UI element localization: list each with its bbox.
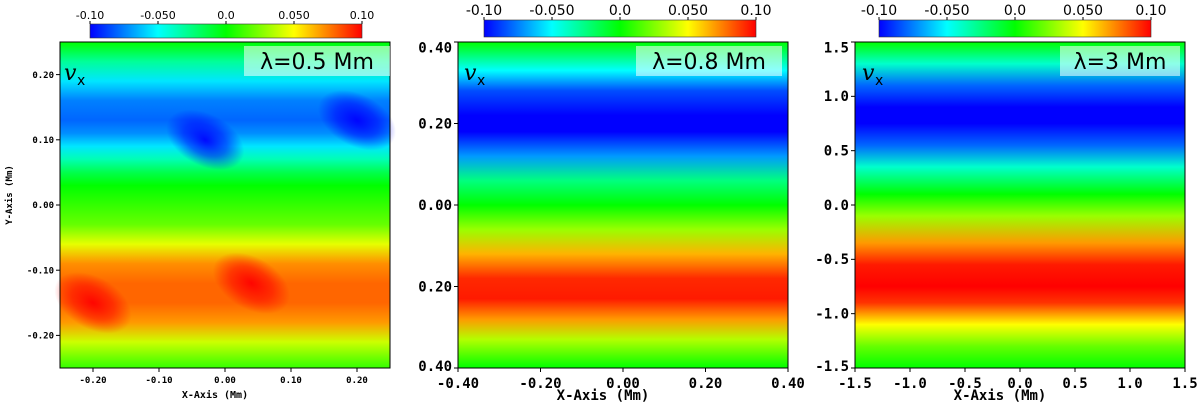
y-tick-label: -0.20	[27, 332, 54, 342]
colorbar-tick-label: 0.10	[350, 9, 375, 22]
colorbar-tick-label: -0.050	[140, 9, 175, 22]
x-tick-label: 0.10	[280, 376, 302, 386]
panel-2-field	[458, 42, 788, 368]
colorbar-tick-label: -0.050	[529, 3, 574, 19]
colorbar-tick-label: 0.050	[1063, 3, 1103, 19]
colorbar-tick-label: 0.050	[278, 9, 310, 22]
x-tick-label: -0.40	[437, 376, 479, 392]
colorbar-tick-label: 0.0	[1004, 3, 1026, 19]
y-tick-label: 1.5	[824, 41, 849, 57]
y-tick-label: 1.0	[824, 89, 849, 105]
variable-label: v	[862, 61, 875, 86]
y-tick-label: -1.5	[815, 359, 849, 375]
panel-1-blob	[166, 109, 245, 171]
x-tick-label: 0.5	[1062, 376, 1087, 392]
colorbar-tick-label: 0.050	[668, 3, 708, 19]
wavelength-annotation: λ=3 Mm	[1074, 50, 1167, 75]
colorbar-tick-label: 0.10	[740, 3, 771, 19]
y-tick-label: 0.40	[418, 359, 452, 375]
panel-3-field	[855, 42, 1185, 368]
x-tick-label: 0.00	[606, 376, 640, 392]
x-tick-label: -0.10	[145, 376, 172, 386]
y-tick-label: -0.5	[815, 252, 849, 268]
colorbar-1	[89, 23, 363, 39]
y-tick-label: 0.00	[418, 198, 452, 214]
y-tick-label: -1.0	[815, 307, 849, 323]
y-tick-label: 0.10	[32, 136, 54, 146]
y-tick-label: 0.20	[418, 279, 452, 295]
x-tick-label: -0.20	[519, 376, 561, 392]
panel-3: -1.5 -1.0 -0.5 0.0 0.5 1.0 1.5 1.5 1.0 0.5 0.0 -0.5…	[815, 3, 1197, 404]
variable-subscript: x	[477, 73, 485, 89]
colorbar-tick-label: 0.0	[217, 9, 235, 22]
x-tick-label: 0.20	[346, 376, 368, 386]
panel-1-blob	[54, 272, 132, 334]
y-tick-label: 0.5	[824, 144, 849, 160]
colorbar-tick-label: 0.10	[1135, 3, 1166, 19]
colorbar-tick-label: 0.0	[609, 3, 631, 19]
colorbar-2	[483, 19, 757, 38]
y-tick-label: 0.40	[418, 41, 452, 57]
y-tick-label: 0.20	[32, 71, 54, 81]
wavelength-annotation: λ=0.8 Mm	[652, 50, 766, 75]
x-tick-label: -0.5	[948, 376, 982, 392]
x-tick-label: 0.0	[1007, 376, 1032, 392]
annotation-box	[244, 46, 390, 76]
y-tick-label: -0.10	[27, 266, 54, 276]
x-tick-label: 0.40	[771, 376, 805, 392]
annotation-box	[1060, 46, 1180, 76]
annotation-box	[636, 46, 782, 76]
x-tick-label: 1.0	[1117, 376, 1142, 392]
y-axis-label: Y-Axis (Mm)	[4, 165, 15, 225]
x-axis-label: X-Axis (Mm)	[954, 388, 1047, 404]
y-tick-label: 0.00	[32, 201, 54, 211]
variable-subscript: x	[77, 73, 85, 89]
colorbar-tick-label: -0.050	[924, 3, 969, 19]
variable-label: v	[464, 61, 477, 86]
y-tick-label: 0.20	[418, 116, 452, 132]
x-axis-label: X-Axis (Mm)	[557, 388, 650, 404]
panel-2: -0.40 -0.20 0.00 0.20 0.40 0.40 0.20 0.00 0.20 0.…	[418, 3, 805, 404]
colorbar-tick-label: -0.10	[76, 9, 104, 22]
x-tick-label: -1.0	[893, 376, 927, 392]
colorbar-tick-label: -0.10	[861, 3, 897, 19]
x-axis-label: X-Axis (Mm)	[182, 389, 248, 401]
panel-1-blob	[212, 252, 291, 315]
x-tick-label: 1.5	[1172, 376, 1197, 392]
x-tick-label: 0.00	[214, 376, 236, 386]
x-tick-label: 0.20	[689, 376, 723, 392]
panel-1-blob	[317, 89, 397, 151]
wavelength-annotation: λ=0.5 Mm	[260, 50, 374, 75]
variable-label: v	[64, 61, 77, 86]
variable-subscript: x	[875, 73, 883, 89]
colorbar-tick-label: -0.10	[466, 3, 502, 19]
x-tick-label: -0.20	[79, 376, 106, 386]
y-tick-label: 0.0	[824, 198, 849, 214]
panel-1: -0.20 -0.10 0.00 0.10 0.20 0.20 0.10 0.00 -0.10 -…	[4, 9, 397, 401]
x-tick-label: -1.5	[838, 376, 872, 392]
colorbar-3	[878, 19, 1152, 38]
